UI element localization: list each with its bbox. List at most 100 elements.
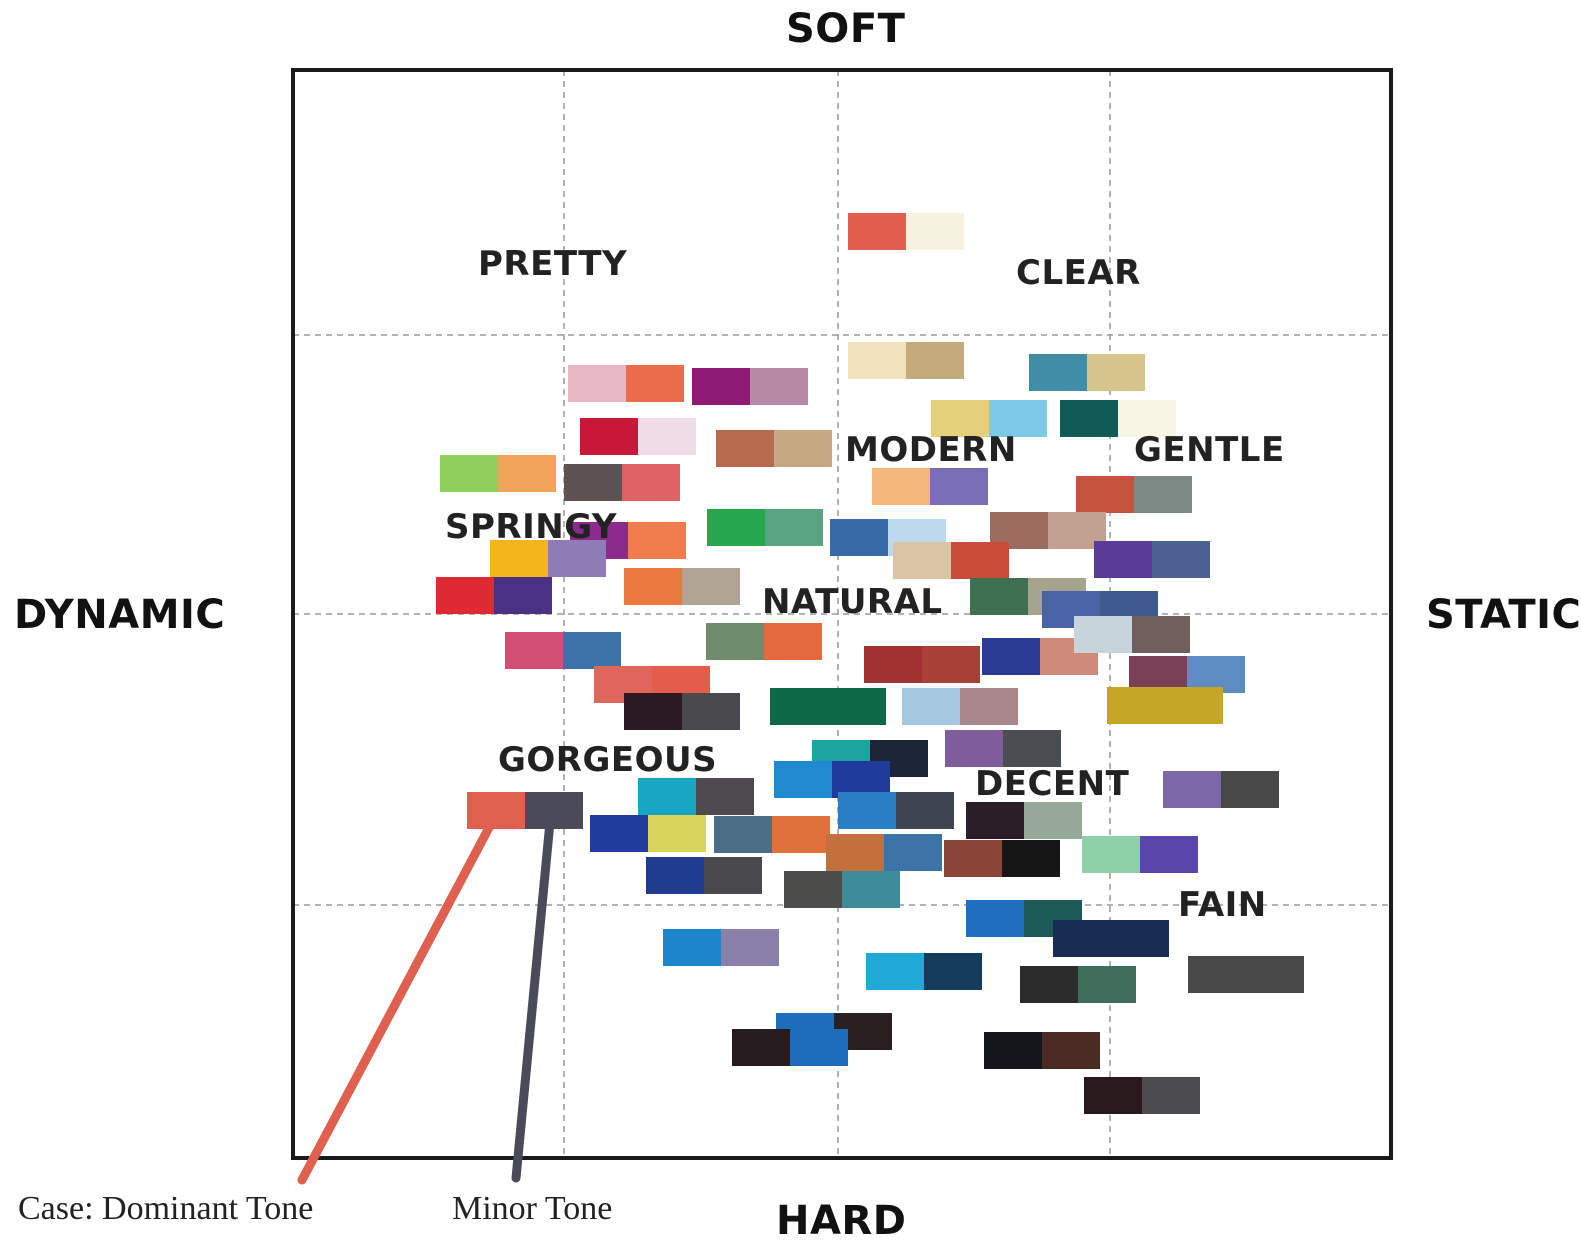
pair-modern-2: [872, 468, 988, 505]
minor-tone-swatch: [1078, 966, 1136, 1003]
pair-center-3: [864, 646, 980, 683]
pair-hard-3: [866, 953, 982, 990]
minor-tone-swatch: [563, 632, 621, 669]
minor-tone-swatch: [906, 213, 964, 250]
dominant-tone-swatch: [714, 816, 772, 853]
dominant-tone-swatch: [866, 953, 924, 990]
minor-tone-swatch: [1132, 616, 1190, 653]
dominant-tone-swatch: [1076, 476, 1134, 513]
dominant-tone-swatch: [1163, 771, 1221, 808]
minor-tone-swatch: [960, 688, 1018, 725]
minor-tone-swatch: [548, 540, 606, 577]
dominant-tone-swatch: [838, 792, 896, 829]
pair-clear-2: [848, 342, 964, 379]
minor-tone-swatch: [1003, 730, 1061, 767]
legend-dominant-tone: Case: Dominant Tone: [18, 1190, 314, 1227]
dominant-tone-swatch: [944, 840, 1002, 877]
minor-tone-swatch: [1118, 400, 1176, 437]
pair-springy-2: [564, 464, 680, 501]
pair-gorgeous-6: [646, 857, 762, 894]
pair-hard-1: [784, 871, 900, 908]
dominant-tone-swatch: [872, 468, 930, 505]
minor-tone-swatch: [498, 455, 556, 492]
minor-tone-swatch: [922, 646, 980, 683]
tone-swatches: [436, 213, 1304, 1114]
pair-decent-8: [1082, 836, 1198, 873]
dominant-tone-swatch: [1053, 920, 1111, 957]
minor-tone-swatch: [790, 1029, 848, 1066]
pair-gorgeous-2: [624, 693, 740, 730]
dominant-tone-swatch: [848, 342, 906, 379]
pair-fain-1: [966, 900, 1082, 937]
minor-tone-swatch: [704, 857, 762, 894]
minor-tone-swatch: [896, 792, 954, 829]
minor-tone-swatch: [648, 815, 706, 852]
dominant-tone-swatch: [505, 632, 563, 669]
minor-tone-swatch: [884, 834, 942, 871]
dominant-tone-swatch: [966, 802, 1024, 839]
pair-static-1: [1094, 541, 1210, 578]
minor-tone-swatch: [1042, 1032, 1100, 1069]
minor-tone-swatch: [832, 761, 890, 798]
dominant-tone-swatch: [564, 464, 622, 501]
pair-fain-2: [1053, 920, 1169, 957]
axis-label-top: SOFT: [786, 6, 906, 52]
axis-label-left: DYNAMIC: [14, 592, 226, 638]
pair-gorgeous-3: [590, 815, 706, 852]
minor-tone-swatch: [1246, 956, 1304, 993]
dominant-tone-swatch: [707, 509, 765, 546]
region-label-modern: MODERN: [845, 430, 1017, 470]
minor-tone-swatch: [842, 871, 900, 908]
minor-tone-swatch: [989, 400, 1047, 437]
pair-natural-4: [624, 568, 740, 605]
pair-natural-5: [893, 542, 1009, 579]
pair-decent-4: [638, 778, 754, 815]
pair-center-4: [982, 638, 1098, 675]
minor-tone-swatch: [906, 342, 964, 379]
pair-static-4: [1129, 656, 1245, 693]
legend-minor-tone: Minor Tone: [452, 1190, 613, 1227]
dominant-tone-swatch: [716, 430, 774, 467]
dominant-tone-swatch: [646, 857, 704, 894]
dominant-tone-swatch: [624, 693, 682, 730]
dominant-tone-swatch: [848, 213, 906, 250]
pair-hard-7: [732, 1029, 848, 1066]
dominant-tone-swatch: [1020, 966, 1078, 1003]
minor-tone-swatch: [494, 577, 552, 614]
minor-tone-swatch: [765, 509, 823, 546]
pair-gorgeous-4: [714, 816, 830, 853]
pair-static-3: [1074, 616, 1190, 653]
pair-springy-1: [440, 455, 556, 492]
dominant-tone-swatch: [624, 568, 682, 605]
minor-tone-swatch: [1002, 840, 1060, 877]
pair-clear-1: [848, 213, 964, 250]
minor-tone-swatch: [774, 430, 832, 467]
dominant-tone-swatch: [590, 815, 648, 852]
dominant-tone-swatch: [1060, 400, 1118, 437]
minor-tone-swatch: [1142, 1077, 1200, 1114]
pair-center-6: [902, 688, 1018, 725]
pair-springy-5: [436, 577, 552, 614]
pair-decent-5: [838, 792, 954, 829]
minor-tone-swatch: [1087, 354, 1145, 391]
dominant-tone-swatch: [663, 929, 721, 966]
pair-center-1: [505, 632, 621, 669]
minor-tone-swatch: [696, 778, 754, 815]
dominant-tone-swatch: [826, 834, 884, 871]
dominant-tone-swatch: [931, 400, 989, 437]
pair-gentle-1: [1029, 354, 1145, 391]
pair-static-5: [1107, 687, 1223, 724]
pair-hard-4: [1020, 966, 1136, 1003]
region-label-fain: FAIN: [1178, 885, 1267, 925]
minor-tone-swatch: [626, 365, 684, 402]
dominant-tone-swatch: [770, 688, 828, 725]
dominant-tone-leader-line: [297, 817, 497, 1185]
pair-hard-9: [1084, 1077, 1200, 1114]
minor-tone-swatch: [828, 688, 886, 725]
dominant-tone-swatch: [1084, 1077, 1142, 1114]
pair-gentle-3: [1060, 400, 1176, 437]
dominant-tone-swatch: [580, 418, 638, 455]
dominant-tone-swatch: [902, 688, 960, 725]
